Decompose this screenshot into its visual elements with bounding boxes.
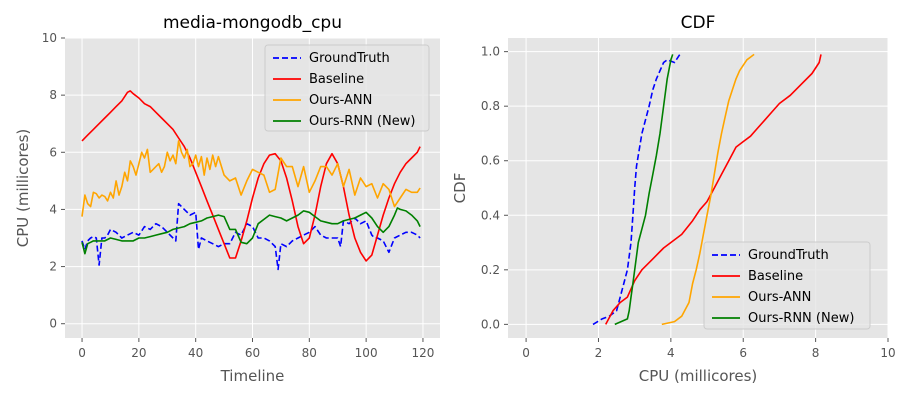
y-tick-label: 2: [49, 260, 57, 274]
legend-label: Ours-ANN: [748, 290, 811, 305]
x-tick-label: 0: [78, 346, 86, 360]
y-axis-label: CPU (millicores): [14, 129, 32, 248]
y-tick-label: 0.6: [481, 154, 500, 168]
legend-label: Ours-RNN (New): [309, 114, 415, 129]
legend: GroundTruth Baseline Ours-ANN Ours-RNN (New…: [703, 241, 871, 330]
y-tick-label: 0: [49, 317, 57, 331]
series-line-baseline: [81, 90, 421, 262]
x-tick-label: 8: [812, 346, 820, 360]
series-line-ours-rnn-new: [614, 54, 674, 326]
chart-cdf: 0 2 4 6 8 10 0.0 0.2 0.4 0.6 0.8 1.0 CDF CPU (millico…: [451, 13, 896, 385]
legend: GroundTruth Baseline Ours-ANN Ours-RNN (New…: [264, 44, 430, 132]
y-tick-label: 0.2: [481, 263, 500, 277]
x-axis-label: CPU (millicores): [639, 367, 758, 385]
chart-title: CDF: [681, 13, 716, 33]
series-line-ours-ann: [81, 140, 421, 217]
y-tick-label: 4: [49, 202, 57, 216]
x-tick-label: 40: [188, 346, 203, 360]
legend-label: Baseline: [748, 269, 803, 284]
y-tick-label: 0.4: [481, 208, 500, 222]
x-axis-label: Timeline: [220, 367, 285, 385]
legend-label: Ours-ANN: [309, 93, 372, 108]
legend-label: GroundTruth: [748, 248, 829, 263]
legend-label: GroundTruth: [309, 51, 390, 66]
series-line-ours-ann: [661, 53, 755, 326]
legend-label: Ours-RNN (New): [748, 311, 854, 326]
legend-box: [264, 44, 430, 132]
legend-label: Baseline: [309, 72, 364, 87]
y-tick-label: 0.8: [481, 99, 500, 113]
x-tick-label: 80: [302, 346, 317, 360]
x-tick-label: 0: [522, 346, 530, 360]
series-line-groundtruth: [592, 53, 681, 326]
x-tick-label: 4: [667, 346, 675, 360]
chart-title: media-mongodb_cpu: [163, 13, 342, 33]
series-line-baseline: [604, 54, 822, 325]
legend-box: [703, 241, 871, 330]
chart-media-mongodb-cpu: 0 20 40 60 80 100 120 0 2 4 6 8 10 media-mongodb_cpu T…: [14, 13, 440, 385]
y-tick-label: 1.0: [481, 45, 500, 59]
y-tick-label: 6: [49, 145, 57, 159]
y-tick-label: 0.0: [481, 317, 500, 331]
y-tick-label: 8: [49, 88, 57, 102]
x-tick-label: 120: [412, 346, 435, 360]
x-tick-label: 100: [355, 346, 378, 360]
x-tick-label: 10: [880, 346, 895, 360]
y-tick-label: 10: [42, 31, 57, 45]
x-tick-label: 20: [131, 346, 146, 360]
x-tick-label: 60: [245, 346, 260, 360]
y-axis-label: CDF: [451, 173, 469, 204]
x-tick-label: 2: [595, 346, 603, 360]
x-tick-label: 6: [739, 346, 747, 360]
series-line-ours-rnn-new: [81, 207, 421, 255]
series-line-groundtruth: [81, 202, 421, 271]
